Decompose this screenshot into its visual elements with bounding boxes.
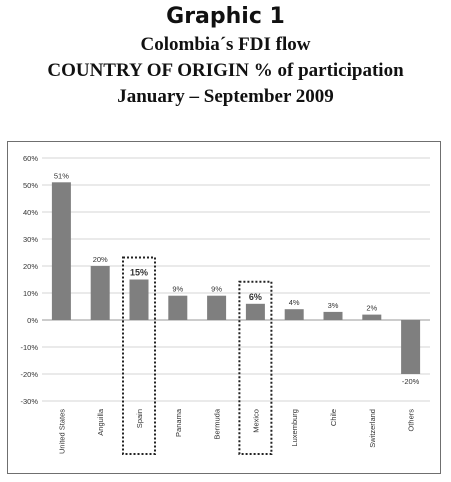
bar-switzerland (362, 314, 382, 320)
data-label: 2% (366, 304, 377, 313)
y-tick-label: 10% (23, 289, 38, 298)
x-tick-label: Others (407, 409, 416, 432)
highlight-boxes (122, 256, 273, 455)
data-label: 6% (249, 292, 262, 302)
data-label: 20% (93, 255, 108, 264)
bar-luxemburg (284, 309, 304, 320)
y-axis-tick-labels: 60% 50% 40% 30% 20% 10% 0% -10% -20% -30% (20, 154, 38, 406)
chart-title-line-1: Colombia´s FDI flow (140, 34, 311, 55)
x-tick-label: Anguilla (96, 408, 105, 436)
data-label: 15% (130, 268, 148, 278)
y-tick-label: 20% (23, 262, 38, 271)
chart-title-line-2: COUNTRY OF ORIGIN % of participation (47, 60, 404, 81)
y-tick-label: 0% (27, 316, 38, 325)
y-tick-label: 40% (23, 208, 38, 217)
highlight-box-mexico (238, 280, 273, 455)
data-labels: 51% 20% 15% 9% 9% 6% 4% 3% 2% -20% (54, 171, 420, 386)
y-tick-label: 50% (23, 181, 38, 190)
y-tick-label: -20% (20, 370, 38, 379)
data-label: 9% (172, 285, 183, 294)
bar-anguilla (90, 266, 110, 320)
chart-title-line-3: January – September 2009 (117, 86, 334, 107)
y-tick-label: 60% (23, 154, 38, 163)
chart-frame: 60% 50% 40% 30% 20% 10% 0% -10% -20% -30% 51% 20% 1… (7, 141, 441, 474)
data-label: 51% (54, 171, 69, 180)
bar-chart: 60% 50% 40% 30% 20% 10% 0% -10% -20% -30% 51% 20% 1… (20, 154, 430, 455)
x-tick-label: Chile (329, 409, 338, 426)
x-tick-label: Luxemburg (290, 409, 299, 447)
graphic-number: Graphic 1 (166, 4, 285, 29)
data-label: 9% (211, 285, 222, 294)
bar-chile (323, 311, 343, 320)
x-axis-tick-labels: United States Anguilla Spain Panama Bermuda M… (57, 408, 415, 454)
data-label: -20% (402, 377, 420, 386)
data-label: 3% (328, 301, 339, 310)
bar-panama (168, 295, 188, 320)
y-tick-label: -30% (20, 397, 38, 406)
x-tick-label: United States (57, 409, 66, 454)
y-tick-label: -10% (20, 343, 38, 352)
bars (51, 182, 421, 374)
highlight-box-spain (122, 256, 156, 455)
x-tick-label: Mexico (251, 409, 260, 433)
bar-others (401, 320, 421, 374)
data-label: 4% (289, 298, 300, 307)
x-tick-label: Panama (174, 408, 183, 437)
bar-bermuda (207, 295, 227, 320)
x-tick-label: Spain (135, 409, 144, 428)
y-tick-label: 30% (23, 235, 38, 244)
x-tick-label: Bermuda (213, 408, 222, 439)
bar-united-states (51, 182, 71, 320)
x-tick-label: Switzerland (368, 409, 377, 448)
bar-spain (129, 279, 149, 320)
bar-mexico (245, 303, 265, 320)
